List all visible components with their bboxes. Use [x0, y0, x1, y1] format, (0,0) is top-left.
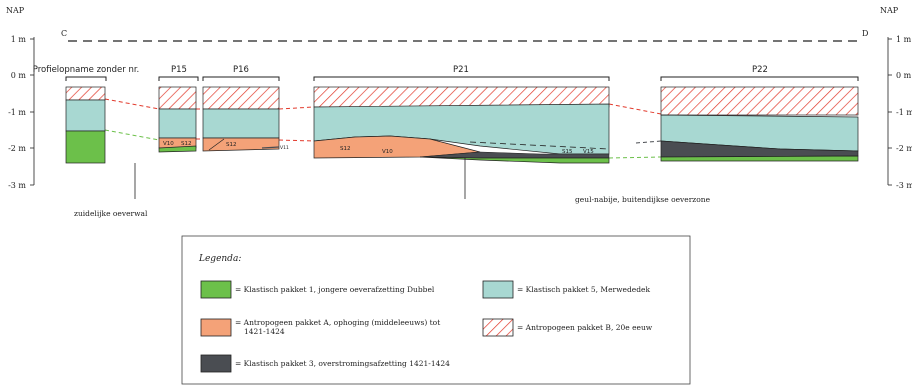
legend-swatch-pakket1: [200, 280, 232, 299]
left-tick-minus3m: -3 m: [8, 181, 26, 190]
label-s12-p21: S12: [340, 146, 351, 152]
profile-label-p15: P15: [171, 65, 187, 75]
right-tick-1m: 1 m: [896, 35, 912, 44]
legend-text-antropogeen-a: = Antropogeen pakket A, ophoging (middel…: [235, 318, 440, 327]
caption-geul-nabije: geul-nabije, buitendijkse oeverzone: [575, 195, 711, 204]
profile-label-zonder: Profielopname zonder nr.: [33, 65, 140, 75]
profile-zonder-column: [65, 86, 106, 164]
label-s15-p21: S15: [562, 149, 573, 155]
legend-swatch-antropogeen-a: [200, 318, 232, 337]
profile-brackets: [65, 76, 859, 81]
left-tick-minus1m: -1 m: [8, 108, 26, 117]
profile-p16-column: [202, 86, 280, 152]
label-s12-p16: S12: [226, 142, 237, 148]
legend-text-pakket3: = Klastisch pakket 3, overstromingsafzet…: [235, 359, 450, 368]
legend-title: Legenda:: [198, 254, 241, 264]
left-tick-0m: 0 m: [11, 71, 27, 80]
left-tick-1m: 1 m: [11, 35, 27, 44]
legend-swatch-pakket3: [200, 354, 232, 373]
profile-p15-column: [158, 86, 197, 153]
legend-text-pakket5: = Klastisch pakket 5, Merwededek: [517, 285, 650, 294]
nap-label-right: NAP: [880, 6, 899, 15]
legend-text-pakket1: = Klastisch pakket 1, jongere oeverafzet…: [235, 285, 435, 294]
legend-swatch-pakket5: [482, 280, 514, 299]
correlation-lines: [104, 98, 662, 159]
right-axis: 1 m 0 m -1 m -2 m -3 m: [887, 35, 912, 190]
right-tick-minus3m: -3 m: [896, 181, 912, 190]
legend-text-antropogeen-b: = Antropogeen pakket B, 20e eeuw: [517, 323, 653, 332]
section-end-d: D: [862, 29, 868, 38]
label-v15-p21: V15: [583, 149, 594, 155]
legend-swatch-antropogeen-b: [482, 318, 514, 337]
legend-text-antropogeen-a-line2: 1421-1424: [244, 327, 285, 336]
profile-p21-column: [313, 86, 610, 199]
profile-label-p22: P22: [752, 65, 768, 75]
right-tick-minus2m: -2 m: [896, 144, 912, 153]
left-axis: 1 m 0 m -1 m -2 m -3 m: [8, 35, 35, 190]
legend: Legenda: = Klastisch pakket 1, jongere o…: [181, 235, 691, 385]
profile-label-p21: P21: [453, 65, 469, 75]
right-tick-0m: 0 m: [896, 71, 912, 80]
right-tick-minus1m: -1 m: [896, 108, 912, 117]
caption-zuidelijke-oeverwal: zuidelijke oeverwal: [74, 209, 148, 218]
left-tick-minus2m: -2 m: [8, 144, 26, 153]
label-s12-p15: S12: [181, 141, 192, 147]
label-v11-p16: V11: [280, 145, 289, 151]
profile-p22-column: [660, 86, 859, 162]
label-v10-p15: V10: [163, 141, 174, 147]
section-end-c: C: [61, 29, 67, 38]
nap-label-left: NAP: [6, 6, 25, 15]
label-v10-p21: V10: [382, 149, 393, 155]
profile-label-p16: P16: [233, 65, 249, 75]
